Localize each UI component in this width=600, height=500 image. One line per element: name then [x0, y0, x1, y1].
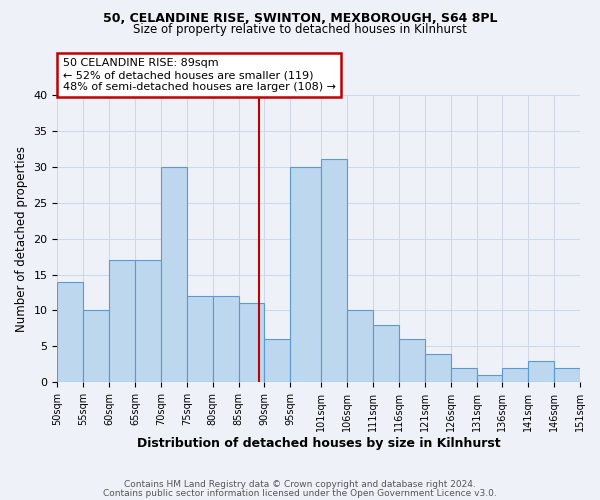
- Bar: [212, 296, 239, 382]
- Bar: [451, 368, 476, 382]
- Bar: [373, 325, 399, 382]
- Bar: [58, 282, 83, 382]
- Bar: [135, 260, 161, 382]
- Text: Contains public sector information licensed under the Open Government Licence v3: Contains public sector information licen…: [103, 488, 497, 498]
- Bar: [239, 304, 265, 382]
- Bar: [290, 166, 321, 382]
- Bar: [109, 260, 135, 382]
- Text: Contains HM Land Registry data © Crown copyright and database right 2024.: Contains HM Land Registry data © Crown c…: [124, 480, 476, 489]
- Bar: [321, 160, 347, 382]
- Bar: [502, 368, 528, 382]
- X-axis label: Distribution of detached houses by size in Kilnhurst: Distribution of detached houses by size …: [137, 437, 500, 450]
- Bar: [187, 296, 212, 382]
- Bar: [399, 340, 425, 382]
- Bar: [161, 166, 187, 382]
- Bar: [425, 354, 451, 382]
- Bar: [265, 340, 290, 382]
- Text: Size of property relative to detached houses in Kilnhurst: Size of property relative to detached ho…: [133, 22, 467, 36]
- Text: 50, CELANDINE RISE, SWINTON, MEXBOROUGH, S64 8PL: 50, CELANDINE RISE, SWINTON, MEXBOROUGH,…: [103, 12, 497, 26]
- Text: 50 CELANDINE RISE: 89sqm
← 52% of detached houses are smaller (119)
48% of semi-: 50 CELANDINE RISE: 89sqm ← 52% of detach…: [62, 58, 335, 92]
- Bar: [528, 361, 554, 382]
- Bar: [554, 368, 580, 382]
- Bar: [476, 376, 502, 382]
- Y-axis label: Number of detached properties: Number of detached properties: [15, 146, 28, 332]
- Bar: [83, 310, 109, 382]
- Bar: [347, 310, 373, 382]
